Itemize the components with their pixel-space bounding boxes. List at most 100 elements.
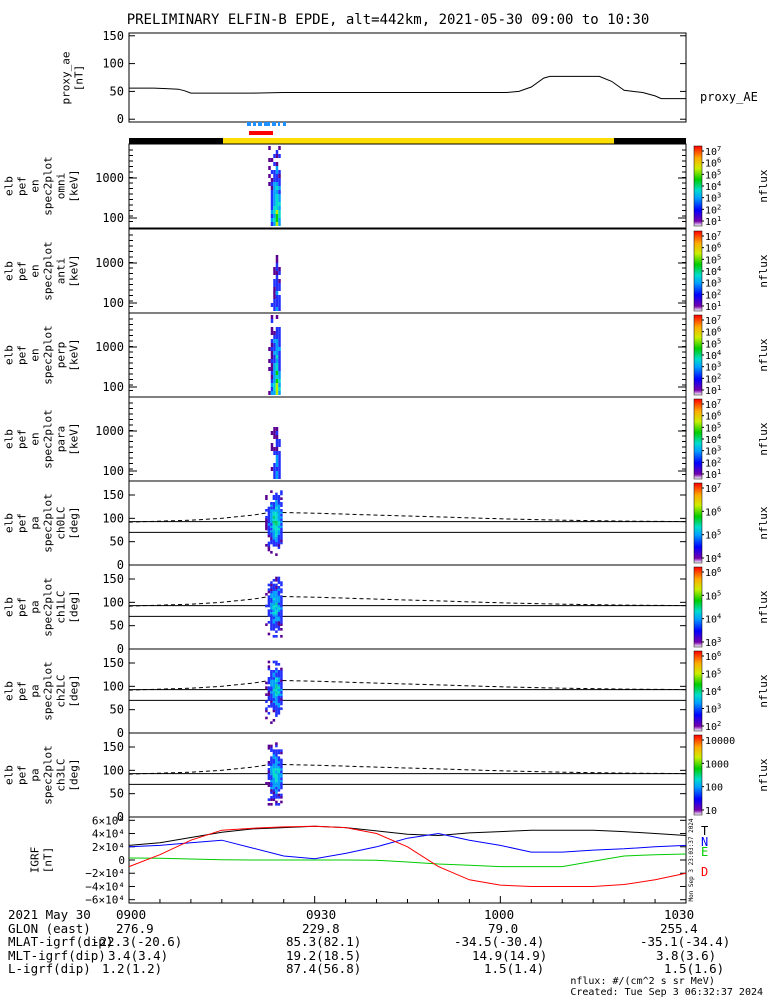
spectrogram-cell <box>273 283 276 287</box>
spectrogram-cell <box>278 283 281 287</box>
pitch-angle-cell <box>275 532 278 535</box>
pitch-angle-cell <box>272 530 276 533</box>
y-axis-label: anti <box>55 258 68 285</box>
tick-exponent: 5 <box>717 168 721 176</box>
spectrogram-cell <box>278 383 281 387</box>
tick-base: 10 <box>705 328 717 339</box>
pitch-angle-cell <box>267 511 271 514</box>
spectrogram-cell <box>278 379 281 383</box>
pitch-angle-cell <box>272 520 276 524</box>
pitch-angle-cell <box>275 765 278 769</box>
science-segment <box>278 122 280 126</box>
tick-exponent: 1 <box>717 468 721 476</box>
pitch-angle-cell <box>272 539 276 542</box>
tick-exponent: 6 <box>717 505 721 513</box>
y-axis-label: elb <box>3 681 16 701</box>
spectrogram-cell <box>270 355 274 359</box>
spectrogram-cell <box>275 387 279 391</box>
pitch-angle-cell <box>267 686 271 689</box>
pitch-angle-cell <box>272 751 276 755</box>
pitch-angle-cell <box>272 621 276 624</box>
tick-exponent: 5 <box>717 253 721 261</box>
spectrogram-cell <box>278 371 281 375</box>
colorbar-tick-label: 105 <box>705 668 721 681</box>
pitch-angle-cell <box>270 721 273 724</box>
pitch-angle-cell <box>267 523 271 526</box>
y-tick-label: 100 <box>102 763 124 777</box>
pitch-angle-cell <box>267 712 271 715</box>
colorbar-label: nflux <box>757 506 770 539</box>
spectrogram-cell <box>270 214 274 218</box>
pitch-angle-cell <box>272 691 276 694</box>
spectrogram-cell <box>275 471 279 475</box>
pitch-angle-cell <box>267 695 271 699</box>
pitch-angle-cell <box>280 628 283 631</box>
pitch-angle-cell <box>280 530 283 533</box>
y-tick-label: 50 <box>110 703 124 717</box>
pitch-angle-cell <box>280 770 283 773</box>
pitch-angle-cell <box>275 611 278 615</box>
pitch-angle-cell <box>275 709 278 713</box>
pitch-angle-cell <box>280 772 283 776</box>
tick-base: 10 <box>705 412 717 423</box>
colorbar-tick-label: 105 <box>705 337 721 350</box>
spectrogram-cell <box>273 475 276 479</box>
tick-exponent: 1 <box>717 215 721 223</box>
pitch-angle-cell <box>270 616 273 619</box>
pitch-angle-cell <box>275 553 278 556</box>
pitch-angle-cell <box>275 604 278 608</box>
colorbar-label: nflux <box>757 169 770 202</box>
pitch-angle-cell <box>280 796 283 799</box>
pitch-angle-cell <box>280 497 283 500</box>
spectrogram-cell <box>270 218 274 222</box>
colorbar <box>693 230 703 312</box>
spectrogram-cell <box>278 443 281 447</box>
pitch-angle-cell <box>277 751 281 755</box>
spectrogram-cell <box>273 267 276 271</box>
pitch-angle-cell <box>267 516 271 519</box>
series-label-D: D <box>701 865 708 879</box>
pitch-angle-cell <box>277 707 281 710</box>
science-segment <box>247 122 251 126</box>
colorbar-tick-label: 106 <box>705 650 721 663</box>
pitch-angle-cell <box>280 702 283 706</box>
pitch-angle-cell <box>270 600 273 603</box>
y-axis-label: [deg] <box>68 758 81 791</box>
pitch-angle-cell <box>277 602 281 605</box>
spectrogram-cell <box>278 174 281 178</box>
pitch-angle-cell <box>267 583 271 587</box>
spectrogram-cell <box>275 439 279 443</box>
pitch-angle-cell <box>267 525 271 528</box>
pitch-angle-cell <box>265 520 268 524</box>
y-tick-label: 150 <box>102 29 124 43</box>
tick-exponent: 6 <box>717 326 721 334</box>
pitch-angle-cell <box>272 677 276 680</box>
pitch-angle-cell <box>277 600 281 603</box>
y-axis-label: elb <box>3 765 16 785</box>
spectrogram-cell <box>278 186 281 190</box>
panel-pitch-angle-ch3LC: 0 50 100 150 elb pef pa spec2plot ch3LC [deg] 1000… <box>3 732 770 824</box>
pitch-angle-cell <box>270 747 273 750</box>
pitch-angle-cell <box>280 800 283 804</box>
pitch-angle-cell <box>277 590 281 594</box>
colorbar-tick-label: 107 <box>705 145 721 158</box>
pitch-angle-cell <box>277 576 281 580</box>
spectrogram-cell <box>275 154 279 158</box>
footer-value: 79.0 <box>488 920 519 936</box>
pitch-angle-cell <box>272 625 276 629</box>
spectrogram-cell <box>275 259 279 263</box>
pitch-angle-cell <box>272 609 276 612</box>
spectrogram-cell <box>275 206 279 210</box>
pitch-angle-cell <box>277 527 281 531</box>
spectrogram-cell <box>275 367 279 371</box>
pitch-angle-cell <box>277 609 281 612</box>
colorbar-tick-label: 103 <box>705 361 721 374</box>
colorbar-tick-label: 104 <box>705 552 721 565</box>
footer-value: 229.8 <box>302 920 340 936</box>
pitch-angle-cell <box>277 544 281 547</box>
tick-exponent: 6 <box>717 242 721 250</box>
pitch-angle-cell <box>277 628 281 631</box>
pitch-angle-cell <box>270 695 273 699</box>
pitch-angle-cell <box>280 621 283 624</box>
